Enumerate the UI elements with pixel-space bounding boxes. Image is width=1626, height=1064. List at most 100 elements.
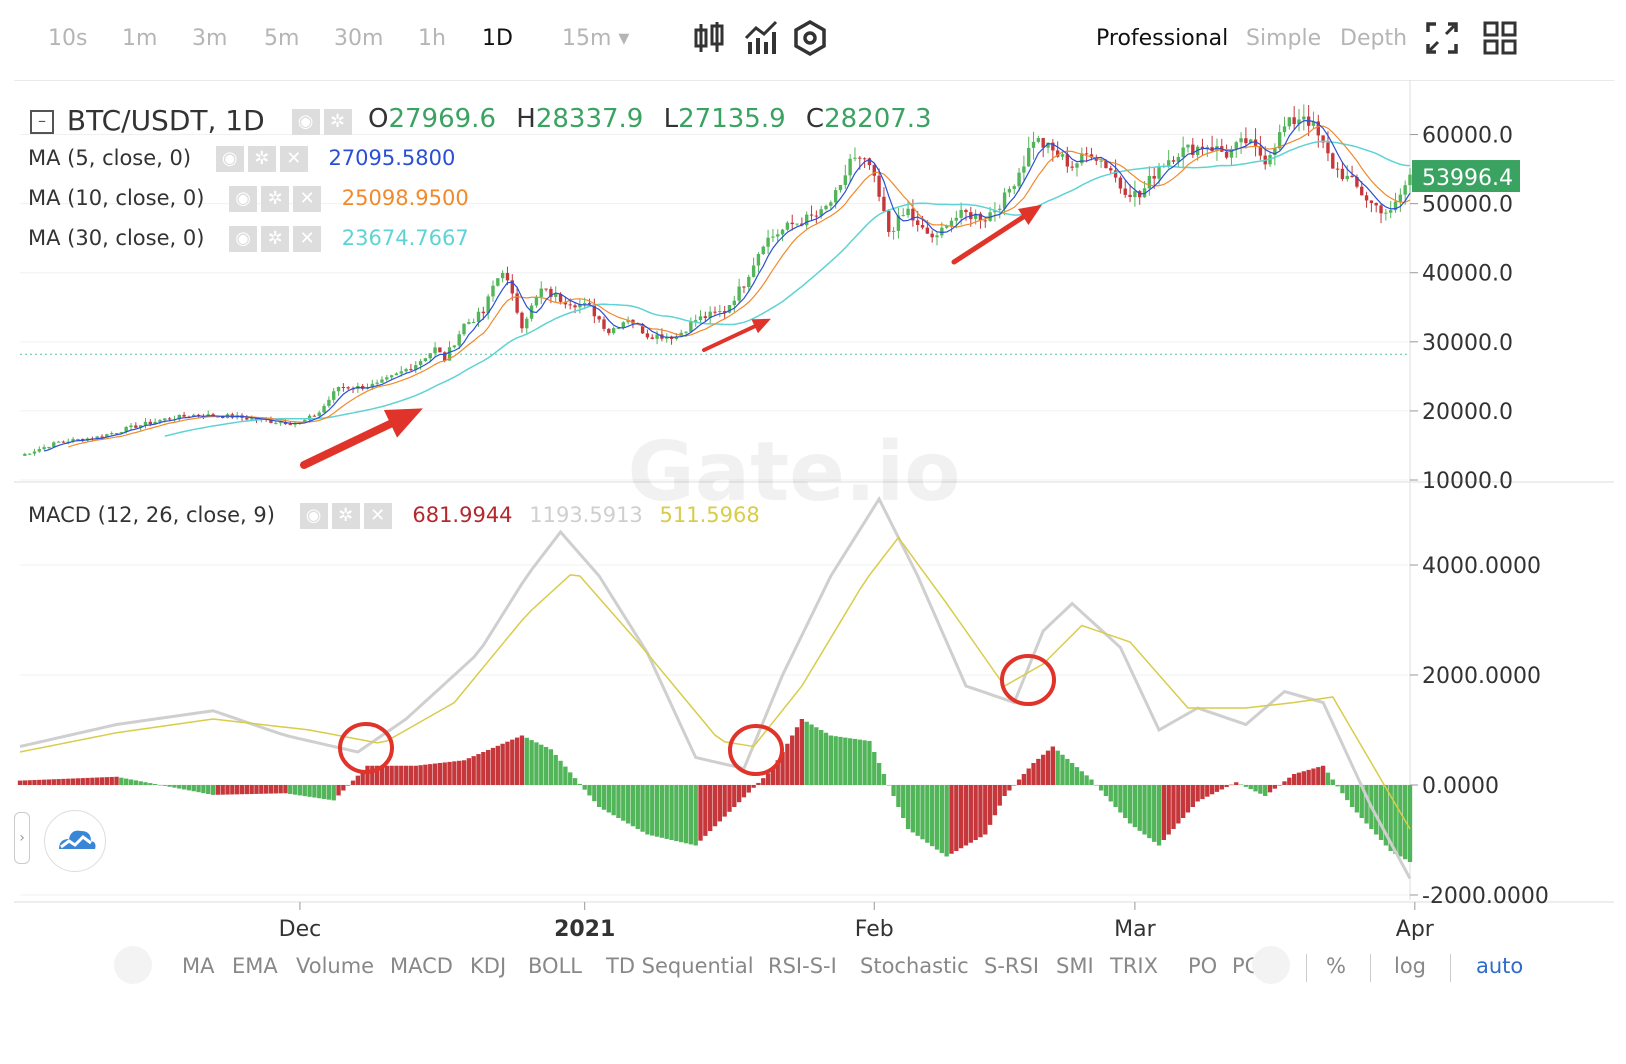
- macd-histogram-bar: [1378, 785, 1384, 840]
- candle-body: [1369, 200, 1374, 203]
- macd-histogram-bar: [1291, 774, 1297, 785]
- eye-icon[interactable]: ◉: [291, 109, 320, 135]
- gear-icon[interactable]: ✲: [323, 109, 352, 135]
- gear-icon[interactable]: ✲: [247, 146, 276, 172]
- macd-histogram-bar: [476, 754, 481, 785]
- macd-histogram-bar: [408, 765, 414, 785]
- collapse-icon[interactable]: –: [30, 110, 54, 134]
- gear-icon[interactable]: ✲: [261, 186, 290, 212]
- arrow-head: [1018, 204, 1043, 226]
- candle-body: [1055, 150, 1060, 157]
- indicator-td-sequential[interactable]: TD Sequential: [606, 954, 754, 978]
- macd-histogram-bar: [596, 785, 602, 807]
- indicator-ema[interactable]: EMA: [232, 954, 278, 978]
- scale-log[interactable]: log: [1394, 954, 1427, 978]
- indicator-boll[interactable]: BOLL: [528, 954, 582, 978]
- macd-histogram-bar: [843, 737, 848, 785]
- gear-icon[interactable]: ✲: [261, 226, 290, 252]
- macd-histogram-bar: [206, 785, 211, 794]
- indicator-rsi-s-i[interactable]: RSI-S-I: [768, 954, 837, 978]
- candle-body: [491, 285, 495, 297]
- indicator-stochastic[interactable]: Stochastic: [860, 954, 969, 978]
- eye-icon[interactable]: ◉: [229, 226, 258, 252]
- timeframe-10s[interactable]: 10s: [48, 26, 88, 51]
- candle-body: [1036, 138, 1041, 142]
- candle-body: [288, 424, 292, 426]
- scroll-left-button[interactable]: [114, 946, 152, 984]
- close-icon[interactable]: ✕: [279, 146, 308, 172]
- candle-body: [143, 421, 148, 426]
- eye-icon[interactable]: ◉: [215, 146, 244, 172]
- candlestick-icon[interactable]: [690, 18, 730, 58]
- candle-body: [245, 417, 249, 420]
- timeframe-30m[interactable]: 30m: [334, 26, 384, 51]
- macd-histogram-bar: [732, 785, 737, 807]
- close-icon[interactable]: ✕: [363, 503, 392, 529]
- close-icon[interactable]: ✕: [293, 226, 322, 252]
- candle-body: [1075, 163, 1079, 168]
- macd-histogram-bar: [1263, 785, 1268, 796]
- indicator-smi[interactable]: SMI: [1056, 954, 1094, 978]
- candle-body: [414, 365, 418, 370]
- indicator-po[interactable]: PO: [1188, 954, 1218, 978]
- mode-depth[interactable]: Depth: [1340, 26, 1408, 51]
- drawing-tools-button[interactable]: [44, 810, 106, 872]
- macd-histogram-bar: [1287, 777, 1292, 785]
- indicator-icon[interactable]: [742, 18, 782, 58]
- price-axis-label: 60000.0: [1422, 124, 1513, 149]
- macd-histogram-bar: [833, 736, 838, 785]
- close-icon[interactable]: ✕: [293, 186, 322, 212]
- indicator-kdj[interactable]: KDJ: [470, 954, 507, 978]
- eye-icon[interactable]: ◉: [229, 186, 258, 212]
- indicator-trix[interactable]: TRIX: [1110, 954, 1158, 978]
- timeframe-3m[interactable]: 3m: [192, 26, 228, 51]
- macd-histogram-bar: [239, 785, 245, 795]
- time-axis-label: Apr: [1396, 917, 1435, 940]
- macd-histogram-bar: [876, 763, 882, 785]
- timeframe-dropdown[interactable]: 15m ▾: [562, 26, 630, 51]
- candle-body: [1384, 212, 1388, 214]
- macd-label: MACD (12, 26, close, 9): [28, 503, 275, 527]
- macd-axis-label: 2000.0000: [1422, 664, 1541, 689]
- candle-body: [1070, 166, 1074, 168]
- indicator-s-rsi[interactable]: S-RSI: [984, 954, 1040, 978]
- grid-layout-icon[interactable]: [1480, 18, 1520, 58]
- timeframe-5m[interactable]: 5m: [264, 26, 300, 51]
- macd-histogram-bar: [1393, 785, 1398, 854]
- mode-professional[interactable]: Professional: [1096, 26, 1229, 51]
- mode-simple[interactable]: Simple: [1246, 26, 1322, 51]
- indicator-macd[interactable]: MACD: [390, 954, 453, 978]
- macd-histogram-bar: [1127, 785, 1133, 824]
- fullscreen-icon[interactable]: [1422, 18, 1462, 58]
- side-panel-toggle[interactable]: ›: [14, 812, 30, 864]
- scale-percent[interactable]: %: [1326, 954, 1346, 978]
- macd-histogram-bar: [1267, 785, 1273, 793]
- indicator-volume[interactable]: Volume: [296, 954, 375, 978]
- candle-body: [389, 375, 394, 378]
- macd-histogram-bar: [17, 780, 23, 785]
- timeframe-1m[interactable]: 1m: [122, 26, 158, 51]
- macd-histogram-bar: [1026, 768, 1031, 785]
- price-axis-label: 20000.0: [1422, 400, 1513, 425]
- macd-histogram-bar: [891, 785, 896, 796]
- candle-body: [1249, 139, 1253, 144]
- timeframe-1h[interactable]: 1h: [418, 26, 446, 51]
- candle-body: [539, 288, 543, 297]
- gear-icon[interactable]: ✲: [331, 503, 360, 529]
- candle-body: [163, 418, 167, 421]
- candle-body: [737, 286, 741, 301]
- macd-histogram-bar: [688, 785, 694, 845]
- candle-body: [1379, 205, 1383, 214]
- candle-body: [221, 416, 225, 419]
- indicator-ma[interactable]: MA: [182, 954, 215, 978]
- chart-area[interactable]: Gate.io 60000.0 50000.0 40000.0 30000.0 2000…: [14, 80, 1614, 940]
- scale-auto[interactable]: auto: [1476, 954, 1524, 978]
- macd-histogram-bar: [500, 743, 505, 785]
- candle-body: [978, 213, 983, 221]
- scroll-right-button[interactable]: [1252, 946, 1290, 984]
- eye-icon[interactable]: ◉: [299, 503, 328, 529]
- settings-hex-icon[interactable]: [790, 18, 830, 58]
- candle-body: [1007, 188, 1012, 193]
- timeframe-1d[interactable]: 1D: [482, 26, 513, 51]
- macd-histogram-bar: [1016, 779, 1022, 785]
